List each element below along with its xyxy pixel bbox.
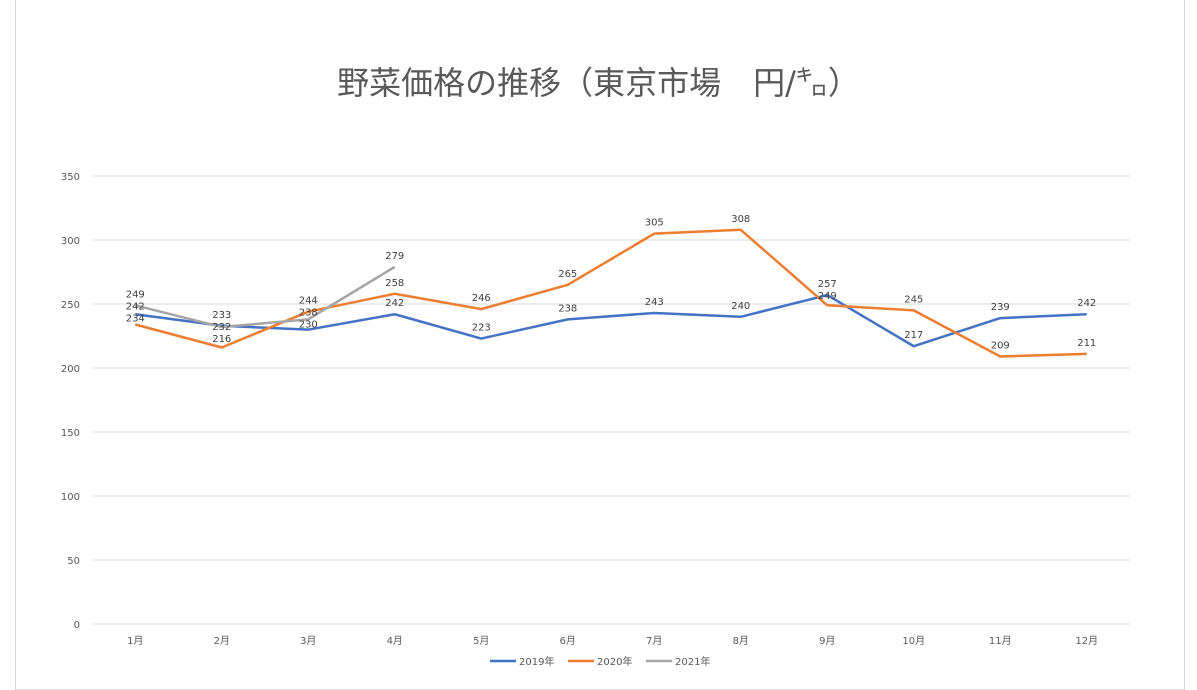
data-label: 230 <box>299 320 318 331</box>
data-label: 232 <box>212 322 231 333</box>
data-label: 246 <box>472 293 491 304</box>
legend-label: 2019年 <box>519 655 554 668</box>
data-label: 234 <box>126 313 145 324</box>
data-label: 238 <box>558 303 577 314</box>
data-label: 238 <box>299 308 318 319</box>
series-line-2019年 <box>135 293 1087 348</box>
data-label: 308 <box>731 214 750 225</box>
x-tick-label: 1月 <box>127 635 143 647</box>
data-label: 245 <box>904 294 923 305</box>
y-tick-label: 50 <box>67 556 80 567</box>
data-label: 223 <box>472 323 491 334</box>
x-tick-label: 7月 <box>646 635 662 647</box>
data-label: 242 <box>126 301 145 312</box>
y-tick-label: 350 <box>61 172 80 183</box>
legend-label: 2021年 <box>675 655 710 668</box>
x-tick-label: 2月 <box>214 635 230 647</box>
x-tick-label: 8月 <box>733 635 749 647</box>
legend-label: 2020年 <box>597 655 632 668</box>
data-label: 242 <box>1077 298 1096 309</box>
data-label: 249 <box>126 289 145 300</box>
y-tick-label: 200 <box>61 364 80 375</box>
x-tick-label: 4月 <box>387 635 403 647</box>
x-tick-label: 3月 <box>300 635 316 647</box>
y-tick-label: 0 <box>74 620 80 631</box>
data-label: 209 <box>991 340 1010 351</box>
data-label: 239 <box>991 302 1010 313</box>
x-tick-label: 9月 <box>819 635 835 647</box>
y-tick-label: 300 <box>61 236 80 247</box>
data-label: 217 <box>904 330 923 341</box>
data-label: 305 <box>645 218 664 229</box>
x-tick-label: 6月 <box>560 635 576 647</box>
data-label: 258 <box>385 278 404 289</box>
data-label: 279 <box>385 251 404 262</box>
x-tick-label: 5月 <box>473 635 489 647</box>
data-label: 216 <box>212 334 231 345</box>
data-label: 249 <box>818 291 837 302</box>
y-tick-label: 150 <box>61 428 80 439</box>
x-tick-label: 10月 <box>902 635 925 647</box>
data-label: 233 <box>212 310 231 321</box>
data-label: 240 <box>731 301 750 312</box>
chart-title: 野菜価格の推移（東京市場 円/㌔） <box>337 64 860 102</box>
data-label: 257 <box>818 279 837 290</box>
y-tick-label: 100 <box>61 492 80 503</box>
series-line-2020年 <box>134 228 1087 358</box>
line-chart: 0 50 100 150 200 250 300 350 1月 2月 3月 4月 5月 6月 7月 8月 9月 1… <box>61 172 1130 668</box>
y-tick-label: 250 <box>61 300 80 311</box>
x-tick-label: 12月 <box>1075 635 1098 647</box>
data-label: 242 <box>385 298 404 309</box>
x-tick-label: 11月 <box>989 635 1012 647</box>
data-label: 244 <box>299 296 318 307</box>
data-label: 243 <box>645 297 664 308</box>
data-label: 265 <box>558 269 577 280</box>
series-line-2021年 <box>134 265 396 329</box>
data-label: 211 <box>1077 338 1096 349</box>
